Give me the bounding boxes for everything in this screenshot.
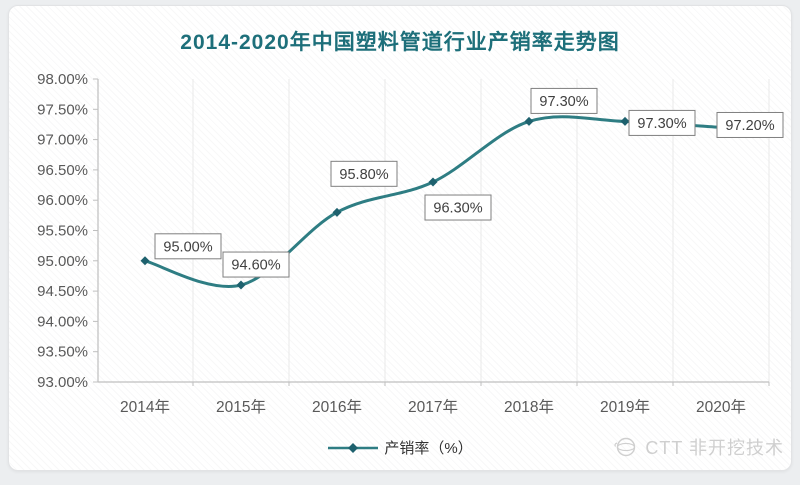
- svg-text:2017年: 2017年: [408, 398, 458, 416]
- svg-text:2015年: 2015年: [216, 398, 266, 416]
- svg-text:2016年: 2016年: [312, 398, 362, 416]
- svg-text:2020年: 2020年: [696, 398, 746, 416]
- chart-title: 2014-2020年中国塑料管道行业产销率走势图: [180, 31, 620, 54]
- chart-card: [8, 5, 792, 471]
- svg-text:95.50%: 95.50%: [37, 223, 88, 240]
- watermark: CTT 非开挖技术: [612, 434, 784, 460]
- svg-text:98.00%: 98.00%: [37, 71, 88, 88]
- globe-logo-icon: [614, 437, 636, 457]
- svg-text:95.00%: 95.00%: [163, 239, 212, 255]
- svg-text:96.00%: 96.00%: [37, 192, 88, 209]
- svg-text:2019年: 2019年: [600, 398, 650, 416]
- svg-text:94.50%: 94.50%: [37, 283, 88, 300]
- svg-text:95.00%: 95.00%: [37, 253, 88, 270]
- svg-text:97.50%: 97.50%: [37, 101, 88, 118]
- legend-label: 产销率（%）: [384, 440, 473, 457]
- svg-text:94.60%: 94.60%: [231, 258, 280, 274]
- watermark-text: CTT 非开挖技术: [645, 438, 784, 458]
- svg-text:95.80%: 95.80%: [339, 167, 388, 183]
- svg-text:96.30%: 96.30%: [433, 201, 482, 217]
- legend-line-marker-icon: [328, 442, 379, 453]
- svg-text:2018年: 2018年: [504, 398, 554, 416]
- svg-text:97.00%: 97.00%: [37, 132, 88, 149]
- svg-text:2014年: 2014年: [120, 398, 170, 416]
- svg-text:97.30%: 97.30%: [539, 94, 588, 110]
- svg-text:96.50%: 96.50%: [37, 162, 88, 179]
- svg-text:97.20%: 97.20%: [725, 118, 774, 134]
- svg-text:93.50%: 93.50%: [37, 344, 88, 361]
- legend: 产销率（%）: [0, 437, 800, 458]
- svg-text:94.00%: 94.00%: [37, 313, 88, 330]
- svg-text:97.30%: 97.30%: [637, 116, 686, 132]
- svg-text:93.00%: 93.00%: [37, 374, 88, 391]
